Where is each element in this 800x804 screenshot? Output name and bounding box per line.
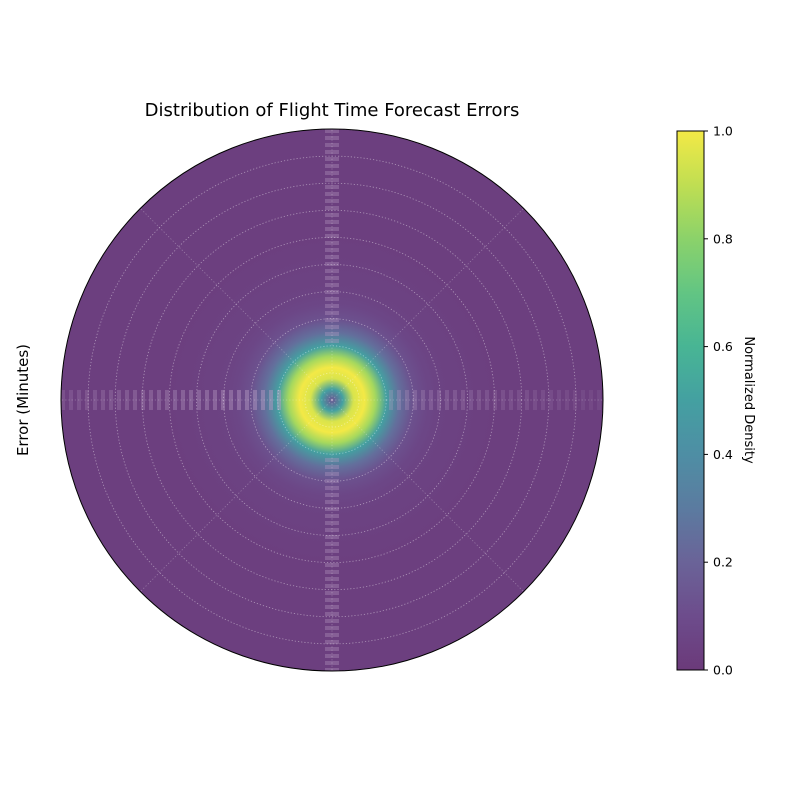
colorbar: 0.0 0.2 0.4 0.6 0.8 1.0	[676, 124, 733, 678]
y-axis-label: Error (Minutes)	[14, 344, 32, 456]
chart-title: Distribution of Flight Time Forecast Err…	[145, 100, 520, 121]
colorbar-tick-label: 0.8	[713, 231, 733, 246]
density-field	[61, 129, 603, 671]
polar-plot-area	[60, 128, 604, 672]
axis-artifact-bands	[61, 129, 601, 671]
colorbar-tick-label: 0.2	[713, 555, 733, 570]
colorbar-label: Normalized Density	[741, 336, 756, 464]
colorbar-tick-label: 0.4	[713, 447, 733, 462]
colorbar-tick-label: 1.0	[713, 124, 733, 139]
colorbar-tick-label: 0.0	[713, 663, 733, 678]
colorbar-tick-label: 0.6	[713, 339, 733, 354]
polar-axis-frame	[60, 128, 604, 672]
colorbar-gradient	[676, 130, 705, 671]
